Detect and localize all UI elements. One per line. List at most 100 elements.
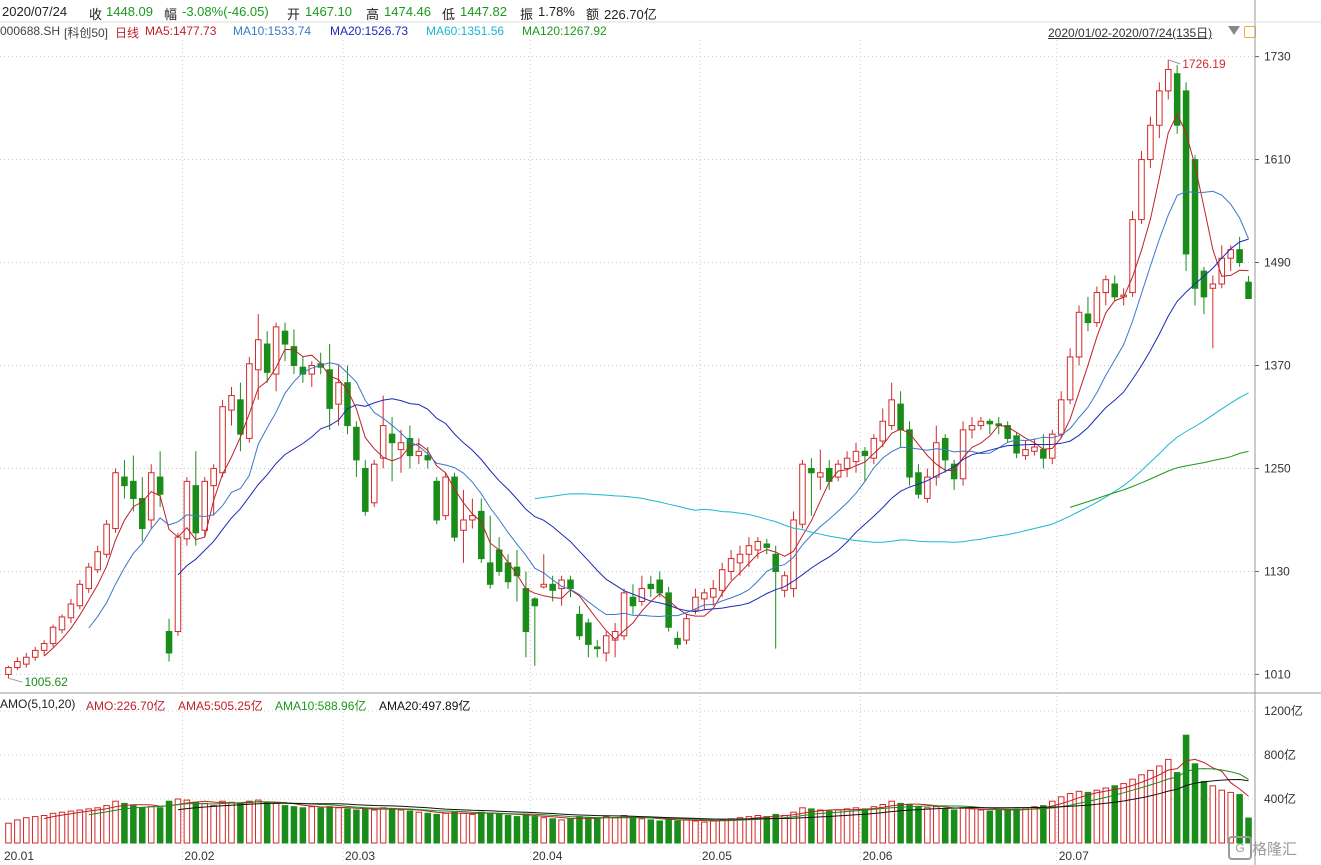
ma60-line [534,392,1249,543]
candle-body [540,583,548,588]
candle-body [442,476,449,517]
volume-bar [933,806,940,844]
volume-bar [130,805,137,844]
date-range[interactable]: 2020/01/02-2020/07/24(135日) [1048,26,1213,40]
volume-bar [647,819,655,844]
volume-bar [1111,785,1118,844]
volume-bar [692,820,699,844]
x-tick-label: 20.03 [345,849,375,863]
quote-header: 2020/07/24 收 1448.09 幅 -3.08%(-46.05) 开 … [0,0,1321,22]
volume-bar [504,815,512,844]
candle-body [602,635,610,654]
volume-bar [567,818,574,844]
candle-body [638,588,646,602]
volume-bar [272,802,280,844]
price-tick-label: 1250 [1264,461,1291,475]
volume-bar [986,810,994,844]
candle-body [210,467,217,487]
ama20-value: AMA20:497.89亿 [379,699,471,713]
volume-bar [335,807,342,844]
volume-bar [424,812,432,844]
volume-bar [308,806,316,844]
quote-date: 2020/07/24 [2,4,68,19]
candle-body [531,598,539,607]
volume-bar [968,808,976,844]
volume-bar [1182,734,1190,844]
dropdown-arrow-icon[interactable] [1228,26,1240,35]
volume-bar [602,816,610,844]
volume-bar [5,822,12,844]
volume-bar [326,806,333,844]
candle-body [959,429,967,480]
candle-body [879,420,887,442]
volume-bar [246,800,253,844]
volume-bar [31,816,39,844]
candle-body [852,450,860,463]
volume-bar [40,815,48,844]
candle-body [1245,281,1252,299]
candle-body [353,426,360,461]
volume-bar [629,817,637,844]
volume-bar [941,808,949,844]
volume-bar [674,820,681,844]
candle-body [469,515,476,521]
volume-bar [469,813,476,844]
volume-bar [718,819,726,844]
candle-body [147,472,155,521]
watermark-text: 格隆汇 [1252,841,1298,858]
x-tick-label: 20.04 [532,849,562,863]
volume-bar [995,809,1003,844]
candle-body [1040,449,1047,459]
ama10-value: AMA10:588.96亿 [275,699,367,713]
candle-body [1022,449,1029,457]
low-value: 1447.82 [460,4,507,19]
candle-body [924,476,931,500]
volume-bar [317,807,324,844]
candle-body [897,403,904,431]
volume-bar [1093,789,1101,844]
volume-bar [772,813,779,844]
price-tick-label: 1610 [1264,153,1291,167]
candle-body [1084,313,1092,324]
period-label[interactable]: 日线 [115,26,140,40]
volume-bar [540,817,548,844]
candle-body [1093,292,1101,324]
volume-bar [1173,772,1181,844]
volume-bar [112,800,119,844]
candle-body [1200,270,1208,298]
volume-bar [745,816,753,844]
candle-body [1156,90,1163,126]
volume-bar [290,806,298,844]
candle-body [460,519,467,531]
candle-body [808,467,815,474]
candle-body [1173,73,1181,126]
volume-bar [174,798,182,844]
open-label: 开 [287,7,301,22]
amp-label: 振 [520,7,534,22]
volume-bar [727,818,735,844]
volume-legend: AMO(5,10,20) AMO:226.70亿 AMA5:505.25亿 AM… [0,695,1250,713]
candle-body [1164,68,1172,92]
low-label: 低 [442,7,456,22]
candle-body [58,616,66,631]
candle-body [85,566,93,590]
volume-bar [790,811,797,844]
candle-body [522,588,530,633]
candle-body [183,480,191,540]
high-pointer [1168,59,1181,65]
candle-body [388,433,396,444]
candle-body [1102,279,1110,294]
candle-body [451,476,458,538]
candle-body [254,339,262,371]
volume-bar [165,800,173,844]
volume-bar [1066,793,1074,844]
candle-body [861,450,869,457]
candle-body [1075,311,1083,358]
candle-body [594,646,601,650]
candle-body [629,596,637,607]
candle-body [486,562,494,585]
candle-body [103,523,110,555]
candle-body [790,519,797,590]
candle-body [23,656,30,665]
